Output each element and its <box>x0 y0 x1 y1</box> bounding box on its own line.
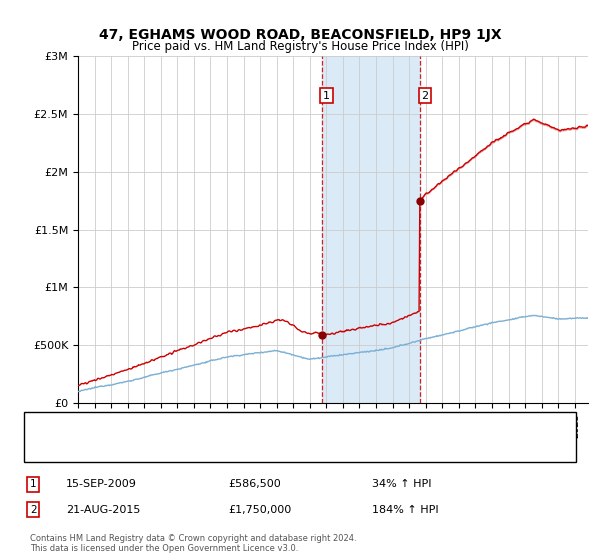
Text: Price paid vs. HM Land Registry's House Price Index (HPI): Price paid vs. HM Land Registry's House … <box>131 40 469 53</box>
Text: 2: 2 <box>30 505 37 515</box>
Text: ————: ———— <box>36 440 86 454</box>
Text: ————: ———— <box>36 418 86 431</box>
Text: 34% ↑ HPI: 34% ↑ HPI <box>372 479 431 489</box>
Text: 21-AUG-2015: 21-AUG-2015 <box>66 505 140 515</box>
Text: Contains HM Land Registry data © Crown copyright and database right 2024.
This d: Contains HM Land Registry data © Crown c… <box>30 534 356 553</box>
Text: 1: 1 <box>30 479 37 489</box>
Text: 184% ↑ HPI: 184% ↑ HPI <box>372 505 439 515</box>
Text: HPI: Average price, detached house, Buckinghamshire: HPI: Average price, detached house, Buck… <box>84 442 367 452</box>
Text: £586,500: £586,500 <box>228 479 281 489</box>
Text: 15-SEP-2009: 15-SEP-2009 <box>66 479 137 489</box>
Text: 1: 1 <box>323 91 330 101</box>
Bar <box>322 56 420 403</box>
Text: 47, EGHAMS WOOD ROAD, BEACONSFIELD, HP9 1JX (detached house): 47, EGHAMS WOOD ROAD, BEACONSFIELD, HP9 … <box>84 419 449 430</box>
Text: £1,750,000: £1,750,000 <box>228 505 291 515</box>
Text: 2: 2 <box>421 91 428 101</box>
Text: 47, EGHAMS WOOD ROAD, BEACONSFIELD, HP9 1JX: 47, EGHAMS WOOD ROAD, BEACONSFIELD, HP9 … <box>98 28 502 42</box>
